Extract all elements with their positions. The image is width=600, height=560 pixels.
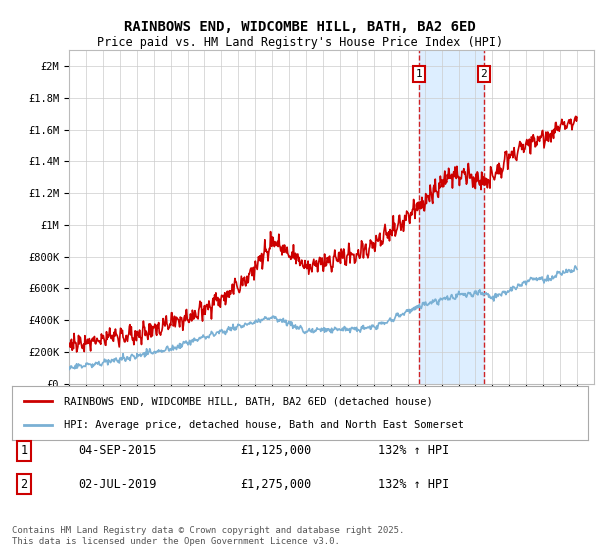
Text: 1: 1	[416, 69, 422, 79]
Text: 02-JUL-2019: 02-JUL-2019	[78, 478, 157, 491]
Text: HPI: Average price, detached house, Bath and North East Somerset: HPI: Average price, detached house, Bath…	[64, 419, 464, 430]
Text: RAINBOWS END, WIDCOMBE HILL, BATH, BA2 6ED (detached house): RAINBOWS END, WIDCOMBE HILL, BATH, BA2 6…	[64, 396, 433, 407]
Text: 2: 2	[20, 478, 28, 491]
Text: RAINBOWS END, WIDCOMBE HILL, BATH, BA2 6ED: RAINBOWS END, WIDCOMBE HILL, BATH, BA2 6…	[124, 20, 476, 34]
Text: £1,275,000: £1,275,000	[240, 478, 311, 491]
Text: £1,125,000: £1,125,000	[240, 444, 311, 458]
Text: Price paid vs. HM Land Registry's House Price Index (HPI): Price paid vs. HM Land Registry's House …	[97, 36, 503, 49]
Text: Contains HM Land Registry data © Crown copyright and database right 2025.
This d: Contains HM Land Registry data © Crown c…	[12, 526, 404, 546]
Text: 2: 2	[481, 69, 487, 79]
Text: 132% ↑ HPI: 132% ↑ HPI	[378, 478, 449, 491]
Text: 1: 1	[20, 444, 28, 458]
Text: 04-SEP-2015: 04-SEP-2015	[78, 444, 157, 458]
Bar	[419, 50, 484, 384]
Text: 132% ↑ HPI: 132% ↑ HPI	[378, 444, 449, 458]
